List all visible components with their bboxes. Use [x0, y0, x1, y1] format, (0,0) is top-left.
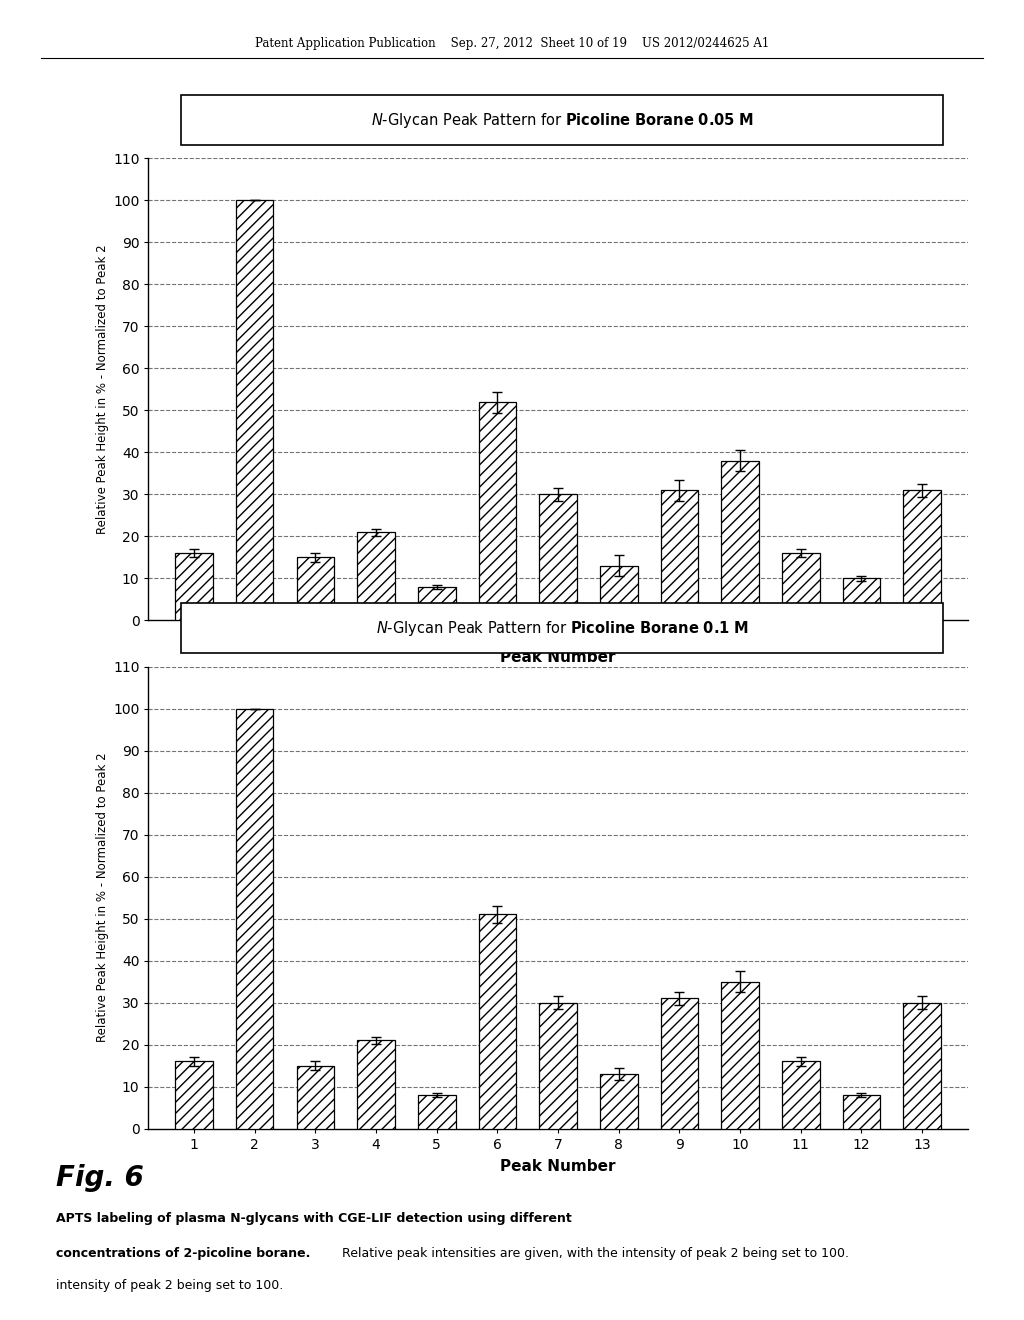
Bar — [903, 490, 941, 620]
Bar — [600, 566, 638, 620]
Bar — [175, 553, 213, 620]
Text: Fig. 6: Fig. 6 — [56, 1164, 144, 1192]
Text: concentrations of 2-picoline borane.: concentrations of 2-picoline borane. — [56, 1247, 310, 1261]
X-axis label: Peak Number: Peak Number — [501, 651, 615, 665]
Bar — [843, 578, 881, 620]
Bar — [478, 915, 516, 1129]
Bar — [843, 1096, 881, 1129]
Bar — [782, 1061, 819, 1129]
Text: Patent Application Publication    Sep. 27, 2012  Sheet 10 of 19    US 2012/02446: Patent Application Publication Sep. 27, … — [255, 37, 769, 50]
Bar — [540, 495, 577, 620]
Bar — [297, 557, 334, 620]
Bar — [357, 532, 395, 620]
Bar — [297, 1065, 334, 1129]
Text: Relative peak intensities are given, with the intensity of peak 2 being set to 1: Relative peak intensities are given, wit… — [338, 1247, 849, 1261]
Bar — [721, 982, 759, 1129]
Bar — [478, 403, 516, 620]
Bar — [357, 1040, 395, 1129]
Text: intensity of peak 2 being set to 100.: intensity of peak 2 being set to 100. — [56, 1279, 284, 1292]
Y-axis label: Relative Peak Height in % - Normalized to Peak 2: Relative Peak Height in % - Normalized t… — [96, 244, 109, 535]
Bar — [540, 1003, 577, 1129]
Bar — [660, 998, 698, 1129]
Bar — [600, 1074, 638, 1129]
Bar — [175, 1061, 213, 1129]
Bar — [903, 1003, 941, 1129]
Bar — [782, 553, 819, 620]
Text: $\mathit{N}$-Glycan Peak Pattern for $\mathbf{Picoline\ Borane\ 0.1\ M}$: $\mathit{N}$-Glycan Peak Pattern for $\m… — [376, 619, 749, 638]
Y-axis label: Relative Peak Height in % - Normalized to Peak 2: Relative Peak Height in % - Normalized t… — [96, 752, 109, 1043]
Bar — [721, 461, 759, 620]
Bar — [418, 587, 456, 620]
Bar — [418, 1096, 456, 1129]
X-axis label: Peak Number: Peak Number — [501, 1159, 615, 1173]
Text: APTS labeling of plasma N-glycans with CGE-LIF detection using different: APTS labeling of plasma N-glycans with C… — [56, 1212, 572, 1225]
Bar — [236, 709, 273, 1129]
Text: $\mathit{N}$-Glycan Peak Pattern for $\mathbf{Picoline\ Borane\ 0.05\ M}$: $\mathit{N}$-Glycan Peak Pattern for $\m… — [371, 111, 754, 129]
Bar — [236, 201, 273, 620]
Bar — [660, 490, 698, 620]
